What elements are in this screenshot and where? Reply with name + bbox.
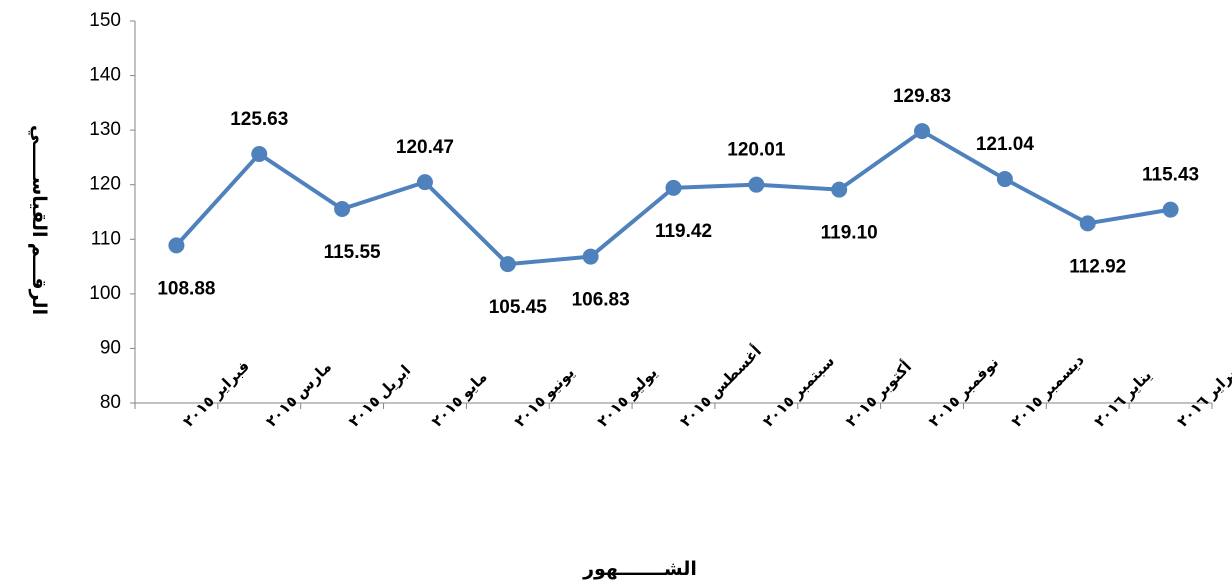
y-tick-label: 110 [91, 228, 121, 249]
data-label: 106.83 [572, 290, 630, 311]
x-tick-label: فبراير ٢٠١٦ [1174, 358, 1232, 431]
data-point [996, 171, 1013, 188]
x-tick-label: سبتمبر ٢٠١٥ [760, 353, 838, 431]
data-label: 129.83 [893, 86, 951, 107]
x-tick-label: ابريل ٢٠١٥ [346, 362, 415, 431]
data-point [665, 179, 682, 196]
x-tick-label: مارس ٢٠١٥ [263, 358, 335, 430]
data-point [748, 176, 765, 193]
data-point [1162, 201, 1179, 218]
y-tick-label: 130 [89, 119, 121, 140]
data-label: 121.04 [976, 134, 1035, 155]
data-point [416, 174, 433, 191]
data-point [168, 237, 185, 254]
data-point [251, 145, 268, 162]
data-label: 105.45 [489, 297, 548, 318]
x-tick-label: يناير ٢٠١٦ [1091, 367, 1155, 431]
x-tick-label: فبراير ٢٠١٥ [180, 358, 253, 431]
data-label: 112.92 [1069, 256, 1126, 277]
data-label: 125.63 [230, 109, 288, 130]
data-label: 115.55 [324, 242, 381, 263]
x-tick-label: نوفمبر ٢٠١٥ [926, 354, 1002, 430]
data-point [914, 123, 931, 140]
y-tick-label: 80 [100, 392, 121, 413]
x-tick-label: مايو ٢٠١٥ [429, 369, 491, 431]
x-tick-label: يونيو ٢٠١٥ [511, 364, 577, 430]
y-tick-label: 120 [89, 174, 121, 195]
x-tick-label: أكتوبر ٢٠١٥ [841, 357, 915, 431]
y-tick-label: 150 [89, 10, 121, 31]
data-label: 119.10 [821, 223, 878, 244]
x-tick-label: أغسطس ٢٠١٥ [676, 341, 765, 430]
data-point [831, 181, 848, 198]
data-point [582, 248, 599, 265]
data-point [1079, 215, 1096, 232]
y-tick-label: 140 [89, 65, 121, 86]
x-tick-label: يوليو ٢٠١٥ [594, 364, 660, 430]
data-label: 115.43 [1142, 165, 1199, 186]
data-point [334, 200, 351, 217]
data-label: 120.47 [396, 137, 454, 158]
x-tick-label: ديسمبر ٢٠١٥ [1008, 351, 1087, 430]
y-tick-label: 90 [100, 337, 121, 358]
data-point [499, 256, 516, 273]
y-axis-label: الرقـــم القياســـــي [28, 125, 49, 315]
x-axis-label: الشـــــــهور [582, 559, 697, 580]
data-label: 120.01 [727, 140, 786, 161]
data-label: 108.88 [157, 278, 215, 299]
data-label: 119.42 [655, 221, 712, 242]
y-tick-label: 100 [89, 283, 121, 304]
